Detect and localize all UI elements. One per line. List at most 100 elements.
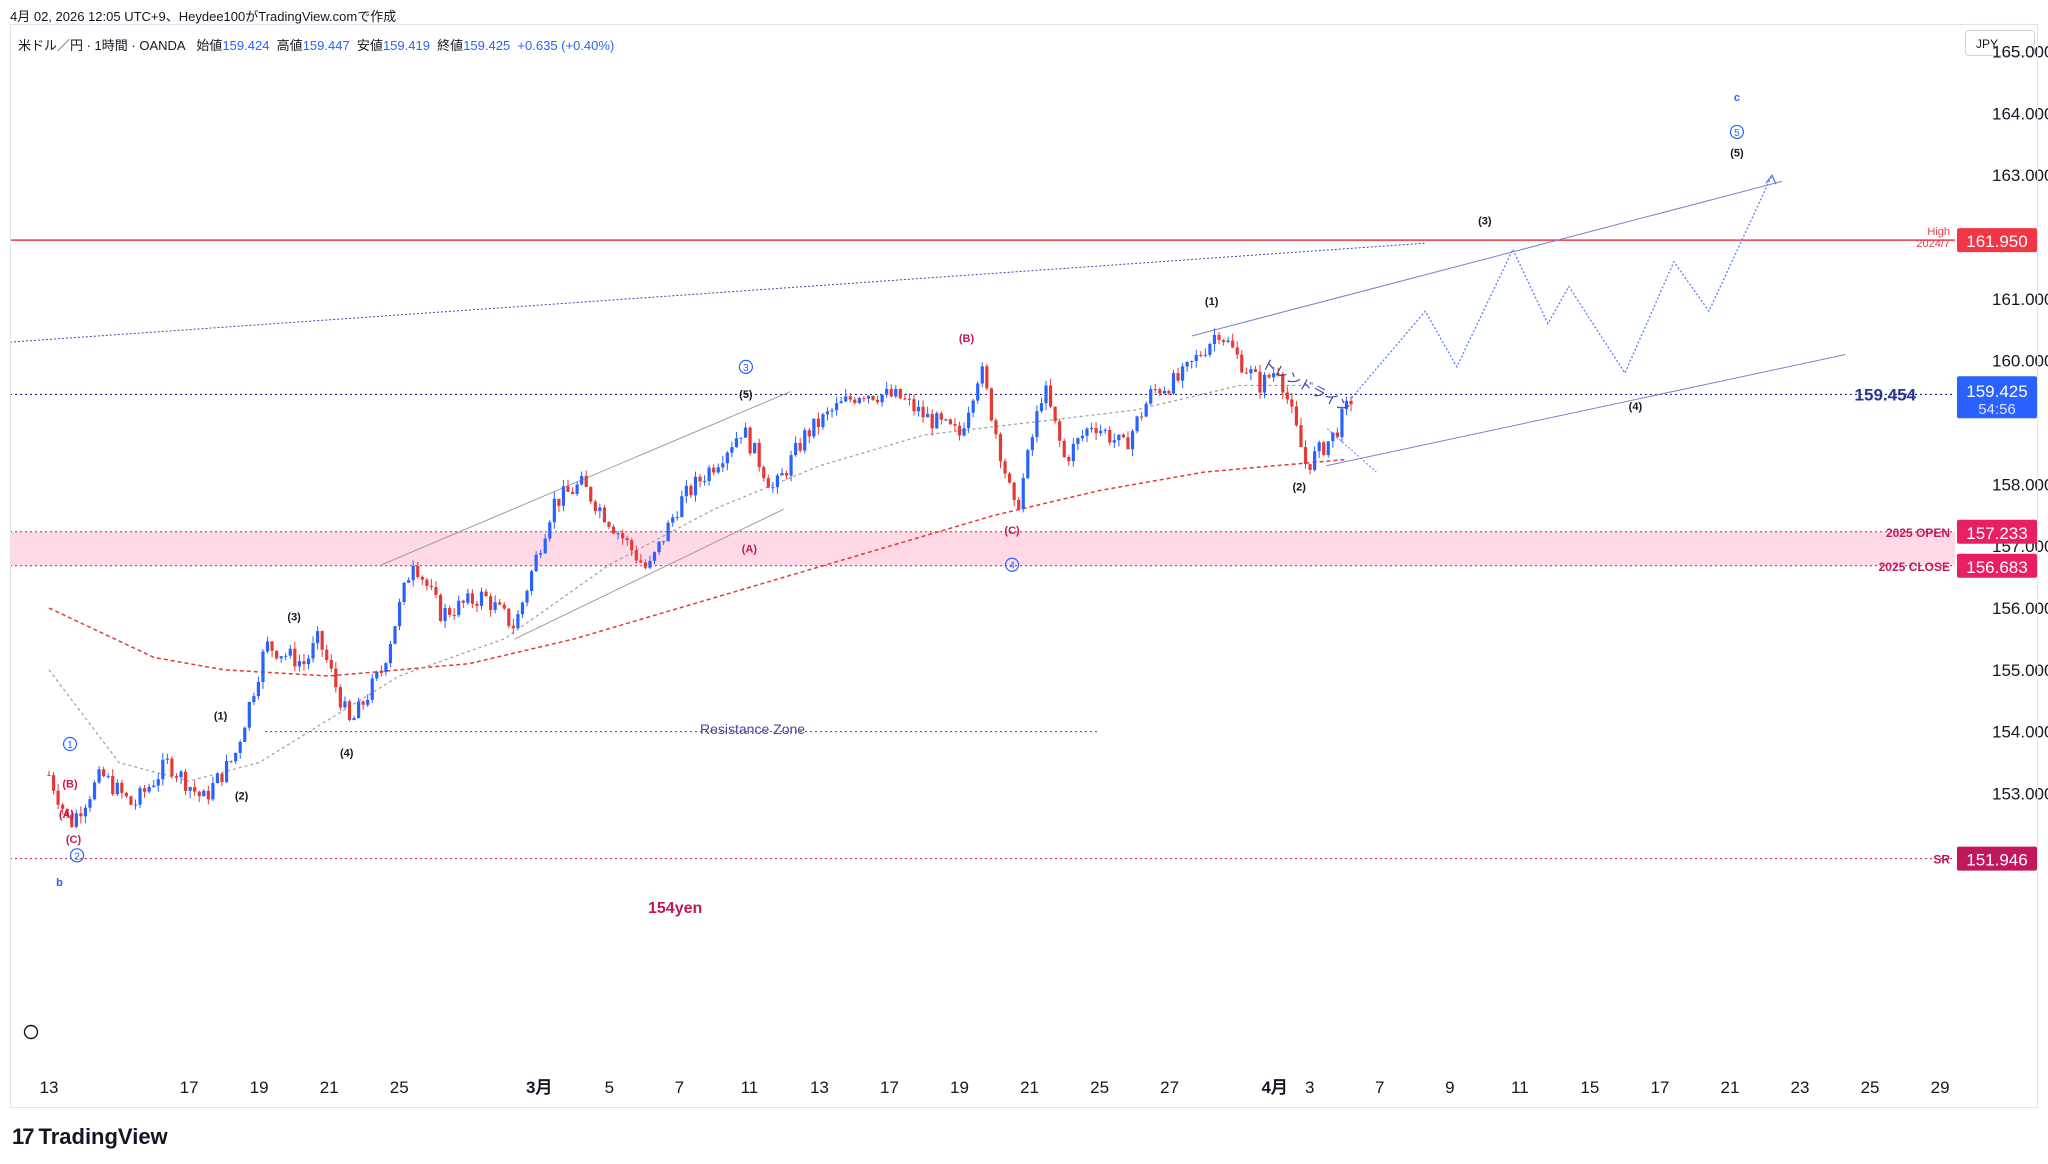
dotted-price-label: 159.454: [1855, 385, 1917, 404]
candle-body: [420, 576, 424, 580]
candle-body: [1121, 434, 1126, 438]
candle-body: [652, 552, 657, 561]
candle-body: [284, 655, 288, 657]
candle-body: [1067, 457, 1071, 462]
candle-body: [143, 788, 147, 792]
candle-body: [957, 425, 962, 436]
candle-body: [967, 412, 971, 429]
open-2025-box: [1957, 519, 2037, 544]
currency-selector[interactable]: JPY: [1965, 30, 2035, 56]
candle-body: [939, 413, 943, 420]
candle-body: [598, 507, 602, 512]
wave-label: (4): [340, 747, 354, 759]
candle-body: [238, 741, 242, 753]
wave-label: (A): [742, 543, 758, 555]
candle-body: [1253, 369, 1258, 372]
candle-body: [1140, 416, 1144, 418]
candle-body: [757, 442, 761, 468]
open-2025-value: 157.233: [1966, 524, 2027, 543]
candle-body: [179, 771, 183, 778]
candle-body: [962, 428, 966, 436]
candle-body: [129, 796, 133, 805]
candle-body: [1190, 360, 1194, 363]
x-tick-label: 23: [1791, 1078, 1810, 1097]
candle-body: [1290, 399, 1294, 407]
candle-body: [448, 608, 452, 615]
last-price-value: 159.425: [1966, 382, 2027, 401]
candle-body: [1203, 354, 1207, 356]
high-2024-date: 2024/7: [1916, 238, 1950, 250]
candle-body: [762, 467, 766, 479]
x-tick-label: 27: [1160, 1078, 1179, 1097]
candle-body: [880, 394, 884, 403]
close-2025-value: 156.683: [1966, 558, 2027, 577]
x-tick-label: 25: [1090, 1078, 1109, 1097]
candle-body: [675, 516, 679, 518]
tradingview-brand[interactable]: 17 TradingView: [12, 1124, 168, 1150]
candle-body: [912, 399, 916, 412]
channel-line-long: [9, 242, 1425, 343]
candle-body: [156, 779, 160, 786]
candle-body: [844, 396, 848, 402]
candle-body: [1335, 432, 1339, 438]
candle-body: [871, 395, 875, 400]
x-tick-label: 19: [950, 1078, 969, 1097]
channel-upper: [1191, 180, 1783, 337]
candle-body: [252, 696, 256, 703]
candle-body: [1076, 438, 1080, 444]
candle-body: [971, 400, 975, 413]
y-tick-label: 156.000: [1992, 599, 2048, 618]
candle-body: [270, 641, 274, 651]
y-tick-label: 164.000: [1992, 104, 2048, 123]
candle-body: [1126, 437, 1130, 450]
sr-value: 151.946: [1966, 851, 2027, 870]
candle-body: [74, 813, 78, 827]
sr-text: SR: [1933, 853, 1950, 867]
candle-body: [393, 626, 397, 644]
countdown-value: 54:56: [1978, 401, 2016, 418]
candle-body: [375, 671, 379, 679]
sr-box: [1957, 846, 2037, 871]
candle-body: [1099, 430, 1103, 434]
candle-body: [889, 388, 893, 397]
wave-circle-icon: [1729, 124, 1745, 140]
candle-body: [461, 600, 465, 603]
low-value: 159.419: [382, 38, 430, 53]
candle-body: [297, 661, 301, 667]
x-tick-label: 11: [741, 1078, 759, 1097]
candle-body: [502, 604, 506, 609]
candle-body: [470, 593, 474, 604]
candle-body: [607, 522, 611, 527]
candle-body: [552, 498, 556, 523]
candle-body: [721, 463, 725, 468]
candle-body: [438, 594, 443, 621]
candle-body: [429, 585, 434, 588]
candle-body: [593, 501, 597, 512]
chart-meta: 4月 02, 2026 12:05 UTC+9、Heydee100がTradin…: [10, 9, 397, 24]
candle-body: [689, 485, 693, 496]
candle-body: [1062, 440, 1066, 458]
candle-body: [311, 643, 315, 659]
candle-body: [702, 481, 707, 483]
candle-body: [834, 403, 839, 411]
trendline-note: トレンドライン: [1259, 355, 1353, 415]
candle-body: [589, 487, 593, 502]
candle-body: [548, 522, 552, 539]
candle-body: [976, 383, 980, 401]
wave-circle-icon: [69, 848, 85, 863]
candle-body: [234, 752, 238, 762]
candle-body: [224, 760, 229, 782]
candle-body: [1039, 403, 1044, 412]
candle-body: [1135, 416, 1139, 432]
candle-body: [92, 782, 97, 800]
candle-body: [1185, 362, 1189, 367]
candle-body: [1080, 435, 1085, 439]
candle-body: [580, 475, 584, 485]
candle-body: [848, 396, 852, 400]
candle-body: [1226, 340, 1230, 342]
close-label: 終値: [437, 38, 464, 53]
wave-label: (1): [214, 710, 228, 722]
x-tick-label: 17: [880, 1078, 899, 1097]
candle-body: [1071, 443, 1075, 462]
